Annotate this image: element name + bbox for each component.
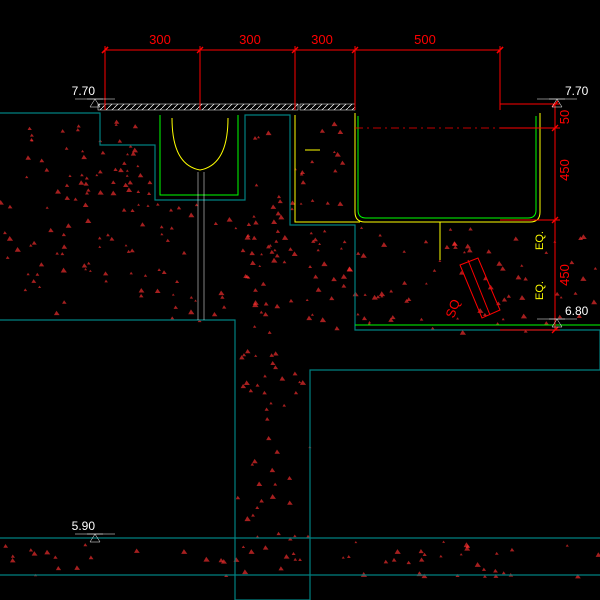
svg-text:300: 300 [149, 32, 171, 47]
svg-text:300: 300 [311, 32, 333, 47]
svg-text:6.80: 6.80 [565, 304, 589, 318]
svg-text:7.70: 7.70 [72, 84, 96, 98]
svg-text:EQ.: EQ. [534, 231, 546, 250]
svg-text:450: 450 [557, 159, 572, 181]
svg-text:50: 50 [557, 110, 572, 124]
svg-text:7.70: 7.70 [565, 84, 589, 98]
svg-text:300: 300 [239, 32, 261, 47]
svg-text:EQ.: EQ. [534, 281, 546, 300]
svg-text:500: 500 [414, 32, 436, 47]
surface-hatching [98, 104, 355, 110]
concrete-speckle [0, 120, 600, 579]
svg-text:5.90: 5.90 [72, 519, 96, 533]
svg-text:SQ: SQ [443, 297, 464, 320]
section-drawing: SQ 300 300 300 500 50 450 450 EQ. EQ. 7.70 7.70 6.80… [0, 0, 600, 600]
svg-text:450: 450 [557, 264, 572, 286]
